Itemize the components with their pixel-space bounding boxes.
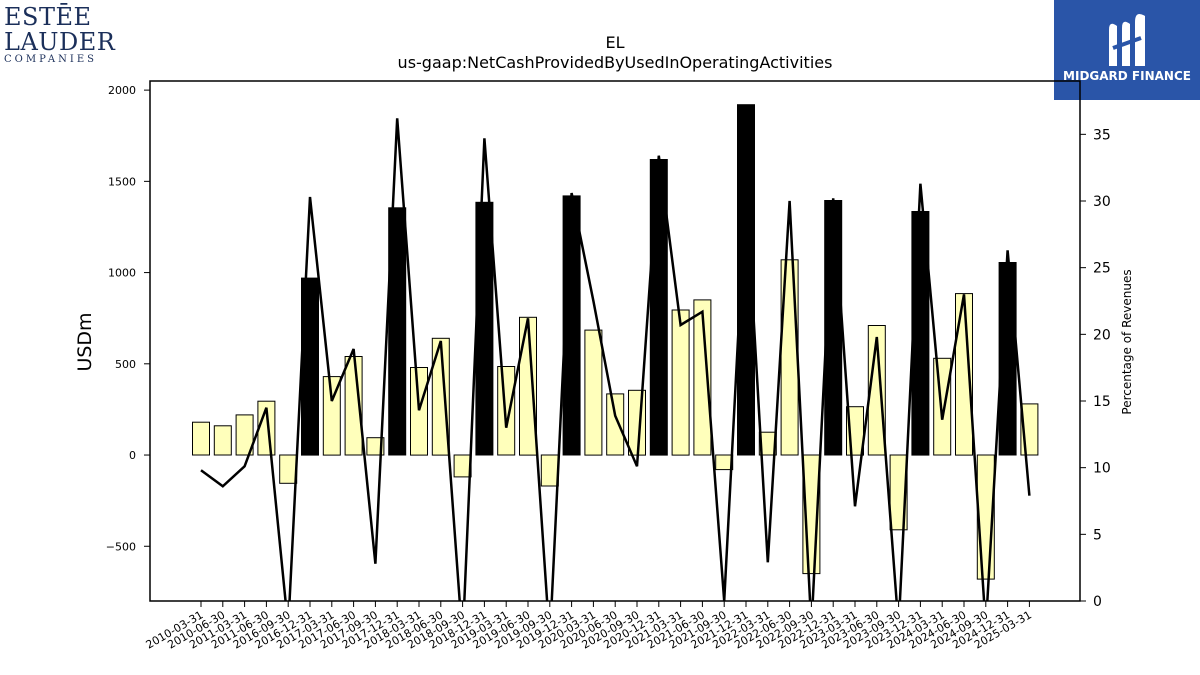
midgard-finance-logo: MIDGARD FINANCE xyxy=(1054,0,1200,100)
y2-tick-label: 30 xyxy=(1093,194,1111,210)
bar-quarter xyxy=(693,299,712,456)
bar-quarter xyxy=(497,366,516,456)
y-tick-label: 1500 xyxy=(108,175,136,188)
bar-quarter xyxy=(410,367,428,456)
bar-quarter xyxy=(519,316,537,456)
bar-fiscal-year xyxy=(475,201,494,456)
midgard-emblem-icon xyxy=(1109,14,1145,66)
bar-quarter xyxy=(213,425,232,456)
line-layer xyxy=(200,118,1031,601)
y-tick-label: 1000 xyxy=(108,267,136,280)
bar-quarter xyxy=(366,437,385,456)
y2-tick-label: 15 xyxy=(1093,394,1111,410)
bar-fiscal-year xyxy=(737,104,755,456)
bar-quarter xyxy=(628,389,646,456)
brand-name: MIDGARD FINANCE xyxy=(1063,69,1191,83)
bar-quarter xyxy=(235,414,254,456)
axes-layer: −5000500100015002000051015202530352010-0… xyxy=(106,80,1111,652)
y2-axis-label: Percentage of Revenues xyxy=(1120,269,1134,414)
bar-quarter xyxy=(758,431,777,456)
logo-line-3: COMPANIES xyxy=(4,54,97,65)
bar-quarter xyxy=(584,329,603,456)
y-tick-label: 2000 xyxy=(108,84,136,97)
bar-quarter xyxy=(453,454,472,478)
y2-tick-label: 25 xyxy=(1093,261,1111,277)
y-tick-label: −500 xyxy=(106,540,136,553)
logo-line-1: ESTĒE xyxy=(4,3,92,31)
y-tick-label: 500 xyxy=(115,358,136,371)
bars-layer xyxy=(192,104,1039,580)
bar-quarter xyxy=(889,454,908,531)
pct-revenue-line xyxy=(200,118,1031,601)
bar-quarter xyxy=(671,309,690,456)
bar-quarter xyxy=(955,293,973,456)
bar-quarter xyxy=(192,421,210,456)
bar-quarter xyxy=(431,337,450,456)
bar-quarter xyxy=(606,393,625,456)
estee-lauder-logo: ESTĒE LAUDER COMPANIES xyxy=(4,3,116,68)
y-axis-label: USDm xyxy=(74,312,96,371)
bar-fiscal-year xyxy=(388,207,407,456)
bar-quarter xyxy=(540,454,559,487)
bar-quarter xyxy=(867,325,886,456)
y2-tick-label: 20 xyxy=(1093,327,1111,343)
logo-line-2: LAUDER xyxy=(4,28,116,56)
y2-tick-label: 0 xyxy=(1093,594,1102,610)
bar-quarter xyxy=(279,454,298,484)
y2-tick-label: 35 xyxy=(1093,127,1111,143)
plot-frame xyxy=(149,80,1081,602)
y2-tick-label: 5 xyxy=(1093,527,1102,543)
bar-quarter xyxy=(322,376,341,456)
chart-subtitle: us-gaap:NetCashProvidedByUsedInOperating… xyxy=(398,53,833,72)
y-tick-label: 0 xyxy=(129,449,136,462)
chart-title: EL xyxy=(605,33,624,52)
y2-tick-label: 10 xyxy=(1093,461,1111,477)
